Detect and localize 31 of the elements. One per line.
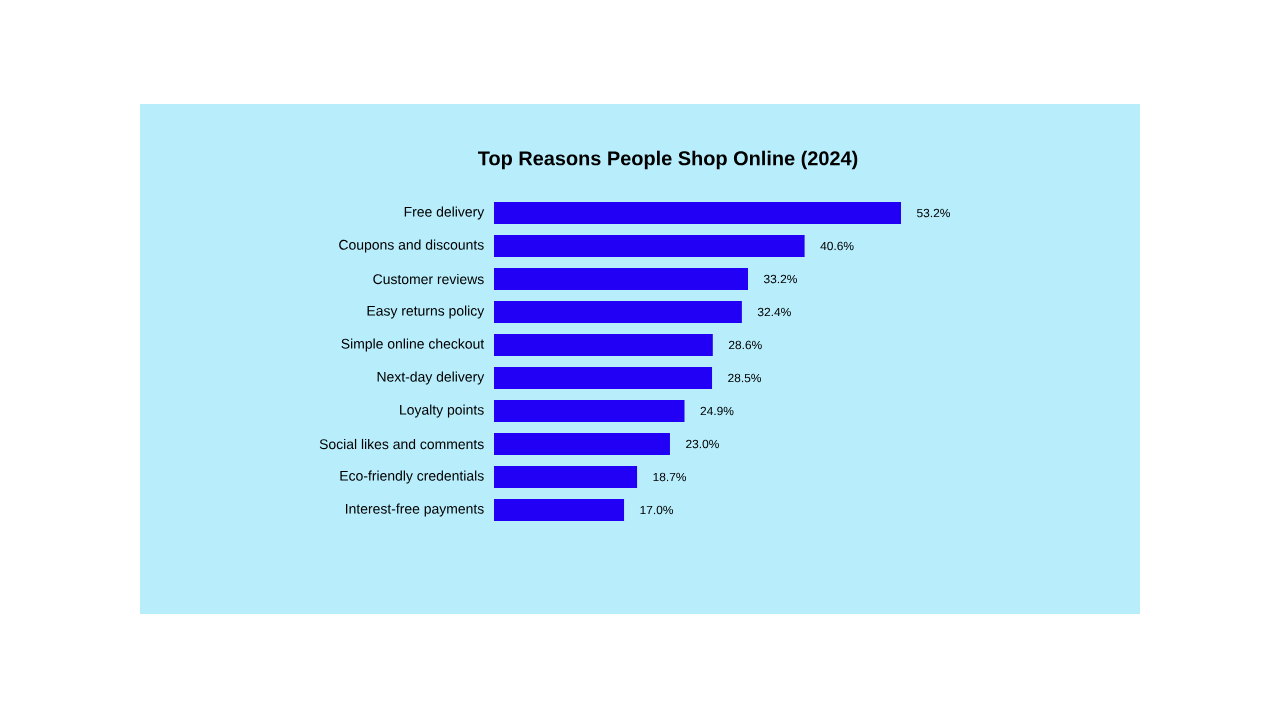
data-label: 23.0% <box>686 439 719 449</box>
bar <box>494 499 625 521</box>
y-tick-label: Easy returns policy <box>367 305 485 319</box>
y-tick-label: Free delivery <box>404 206 485 220</box>
data-label: 32.4% <box>757 307 791 317</box>
data-label: 33.2% <box>763 274 797 284</box>
bar <box>494 367 713 389</box>
bar <box>494 268 748 291</box>
y-tick-label: Next-day delivery <box>377 371 485 385</box>
bar <box>494 433 670 455</box>
y-tick-label: Loyalty points <box>400 404 484 418</box>
chart-title: Top Reasons People Shop Online (2024) <box>477 150 858 170</box>
y-tick-label: Coupons and discounts <box>339 239 484 253</box>
bar <box>494 235 805 257</box>
bar <box>494 301 742 324</box>
data-label: 18.7% <box>653 472 687 482</box>
y-tick-label: Social likes and comments <box>319 438 484 450</box>
y-tick-label: Simple online checkout <box>341 338 485 352</box>
data-label: 24.9% <box>700 406 734 416</box>
y-tick-label: Interest-free payments <box>345 503 484 517</box>
bar <box>494 466 638 488</box>
data-label: 28.6% <box>728 340 762 350</box>
data-label: 28.5% <box>728 373 762 383</box>
data-label: 40.6% <box>820 241 854 251</box>
data-label: 17.0% <box>640 505 674 515</box>
y-tick-label: Eco-friendly credentials <box>340 470 484 484</box>
bar <box>494 400 685 422</box>
bar <box>494 202 901 224</box>
y-tick-label: Customer reviews <box>373 273 484 285</box>
data-label: 53.2% <box>917 208 950 218</box>
bar <box>494 334 713 357</box>
